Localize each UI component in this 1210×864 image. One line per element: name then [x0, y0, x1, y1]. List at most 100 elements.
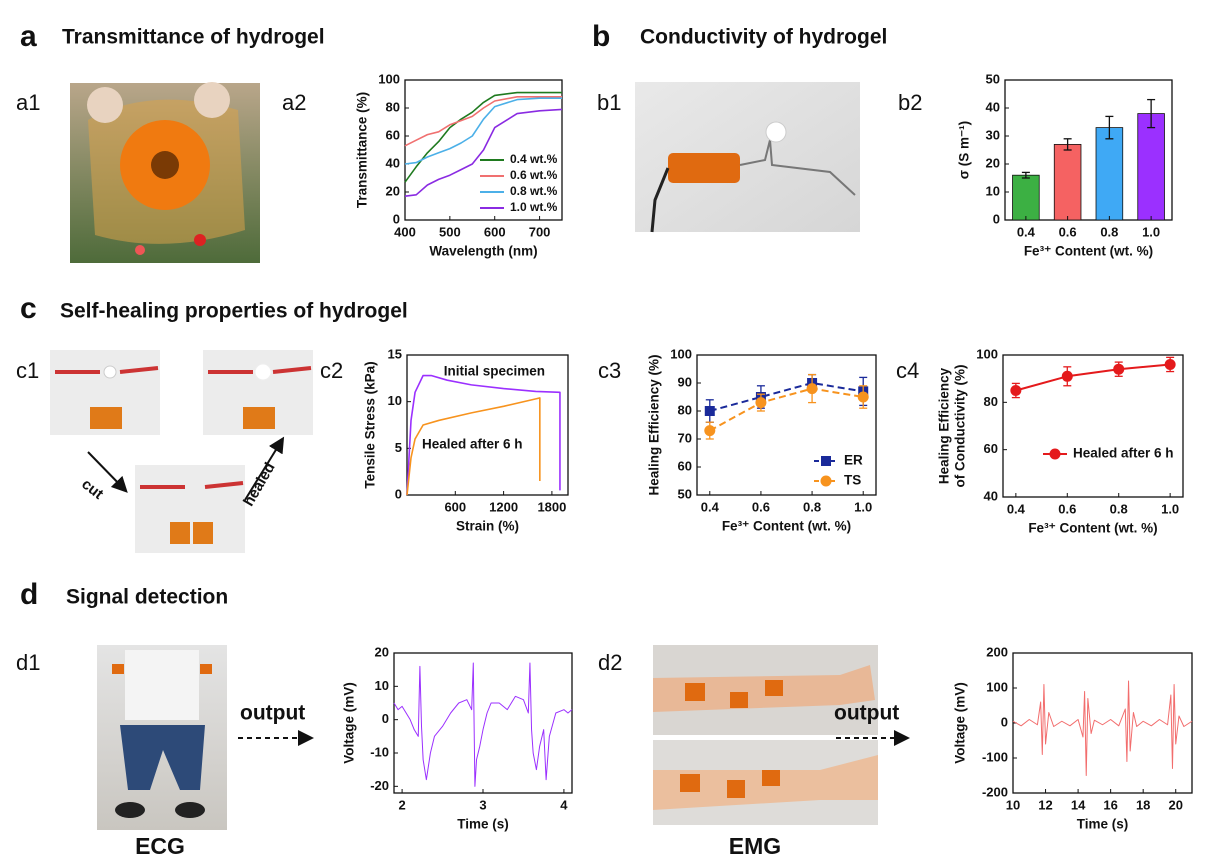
y-tick-label: 40 [986, 99, 1000, 114]
y-tick-label: 10 [375, 678, 389, 693]
y-tick-label: 0 [1001, 714, 1008, 729]
data-line [404, 91, 562, 183]
y-tick-label: 5 [395, 440, 402, 455]
photo-label: output [834, 702, 899, 725]
y-tick-label: 80 [678, 402, 692, 417]
x-tick-label: 12 [1038, 797, 1052, 812]
x-tick-label: 0.6 [1058, 501, 1076, 516]
legend-label: ER [844, 453, 863, 468]
data-line [406, 374, 561, 496]
photo-label: ECG [135, 833, 185, 859]
y-tick-label: 0 [395, 486, 402, 501]
legend-label: 0.6 wt.% [510, 168, 558, 182]
y-tick-label: -100 [982, 749, 1008, 764]
series-label: Healed after 6 h [422, 437, 523, 452]
marker [755, 397, 767, 409]
x-tick-label: 0.8 [803, 499, 821, 514]
photo [70, 82, 260, 263]
x-tick-label: 0.6 [752, 499, 770, 514]
x-tick-label: 700 [529, 224, 551, 239]
bar [1012, 174, 1040, 221]
photo-label: EMG [729, 833, 781, 859]
x-tick-label: 600 [444, 499, 466, 514]
x-tick-label: 1800 [537, 499, 566, 514]
x-tick-label: 16 [1103, 797, 1117, 812]
data-line [404, 108, 563, 197]
data-line [709, 387, 864, 432]
y-tick-label: -200 [982, 784, 1008, 799]
y-tick-label: 80 [984, 394, 998, 409]
x-tick-label: 500 [439, 224, 461, 239]
x-tick-label: 2 [398, 797, 405, 812]
y-tick-label: 100 [986, 679, 1008, 694]
plot-frame [696, 354, 877, 496]
sub-label: b1 [597, 90, 621, 115]
x-tick-label: 0.8 [1100, 224, 1118, 239]
x-tick-label: 600 [484, 224, 506, 239]
x-tick-label: 0.4 [1007, 501, 1026, 516]
data-line [1015, 363, 1171, 392]
y-tick-label: -20 [370, 778, 389, 793]
legend-label: 0.8 wt.% [510, 184, 558, 198]
marker [704, 425, 716, 437]
data-line [406, 397, 541, 496]
sub-label: a1 [16, 90, 40, 115]
y-tick-label: 30 [986, 127, 1000, 142]
data-line [393, 662, 573, 787]
marker [1061, 370, 1073, 382]
x-tick-label: 14 [1071, 797, 1086, 812]
series-label: Initial specimen [444, 364, 545, 379]
x-tick-label: 4 [560, 797, 568, 812]
x-axis-label: Fe³⁺ Content (wt. %) [722, 519, 851, 534]
x-tick-label: 1.0 [854, 499, 872, 514]
y-tick-label: 80 [386, 99, 400, 114]
x-axis-label: Fe³⁺ Content (wt. %) [1024, 244, 1153, 259]
y-tick-label: 20 [986, 155, 1000, 170]
x-tick-label: 1.0 [1142, 224, 1160, 239]
marker [1010, 385, 1022, 396]
y-tick-label: 0 [993, 211, 1000, 226]
x-tick-label: 400 [394, 224, 416, 239]
panel-letter: b [592, 20, 610, 53]
plot-frame [1004, 79, 1173, 221]
y-tick-label: 40 [386, 155, 400, 170]
panel-title: Transmittance of hydrogel [62, 26, 325, 49]
data-line [404, 96, 562, 147]
y-axis-label: Voltage (mV) [342, 682, 357, 764]
error-bar [1147, 98, 1156, 129]
legend-label: Healed after 6 h [1073, 446, 1174, 461]
y-tick-label: 50 [986, 71, 1000, 86]
sub-label: a2 [282, 90, 306, 115]
marker [704, 406, 715, 416]
y-tick-label: 20 [375, 644, 389, 659]
panel-title: Conductivity of hydrogel [640, 26, 887, 49]
sub-label: d2 [598, 650, 622, 675]
plot-frame [404, 79, 563, 221]
y-tick-label: 0 [393, 211, 400, 226]
marker [1164, 358, 1176, 370]
sub-label: d1 [16, 650, 40, 675]
y-tick-label: 10 [388, 393, 402, 408]
y-tick-label: 60 [678, 458, 692, 473]
bar [1053, 143, 1082, 221]
legend-label: 0.4 wt.% [510, 152, 558, 166]
data-line [404, 97, 562, 165]
x-tick-label: 10 [1006, 797, 1020, 812]
y-tick-label: 0 [382, 711, 389, 726]
plot-frame [406, 354, 569, 496]
y-axis-label: Tensile Stress (kPa) [363, 361, 378, 488]
sub-label: c1 [16, 358, 39, 383]
y-tick-label: 20 [386, 183, 400, 198]
error-bar [1105, 115, 1114, 140]
plot-frame [1002, 354, 1184, 498]
y-tick-label: 40 [984, 488, 998, 503]
photo-label: cut [78, 476, 106, 503]
sub-label: c3 [598, 358, 621, 383]
legend-marker [1049, 448, 1061, 460]
panel-letter: c [20, 292, 37, 325]
y-axis-label: Healing Efficiency [937, 367, 952, 484]
x-axis-label: Time (s) [1077, 817, 1129, 832]
y-tick-label: 70 [678, 430, 692, 445]
y-tick-label: 100 [670, 346, 692, 361]
